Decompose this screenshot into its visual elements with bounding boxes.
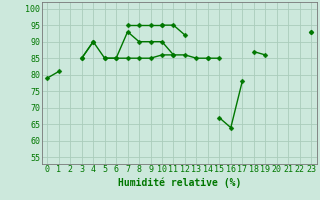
- X-axis label: Humidité relative (%): Humidité relative (%): [117, 177, 241, 188]
